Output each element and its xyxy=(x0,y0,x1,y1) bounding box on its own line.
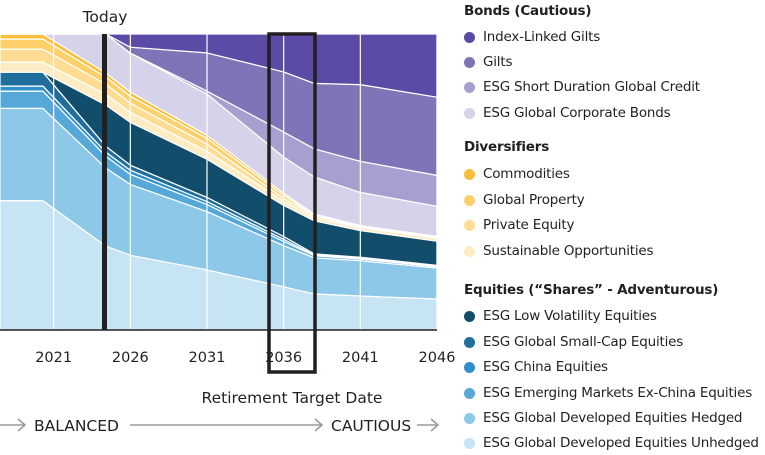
legend-item-esg-global-corporate-bonds: ESG Global Corporate Bonds xyxy=(464,103,671,123)
today-marker-line xyxy=(102,34,107,330)
legend-label: ESG Emerging Markets Ex-China Equities xyxy=(483,385,753,401)
legend-group-title: Bonds (Cautious) xyxy=(464,3,592,19)
legend-swatch-icon xyxy=(464,219,475,231)
legend-swatch-icon xyxy=(464,412,475,424)
legend-item-gilts: Gilts xyxy=(464,52,512,72)
legend-label: Global Property xyxy=(483,192,585,208)
legend-label: ESG Low Volatility Equities xyxy=(483,308,657,324)
legend-label: Commodities xyxy=(483,166,570,182)
legend-label: ESG Global Developed Equities Hedged xyxy=(483,410,743,426)
legend-swatch-icon xyxy=(464,31,475,43)
legend-label: Private Equity xyxy=(483,217,575,233)
legend-item-private-equity: Private Equity xyxy=(464,215,574,235)
legend-swatch-icon xyxy=(464,81,475,93)
legend-swatch-icon xyxy=(464,361,475,373)
legend-group-title: Equities (“Shares” - Adventurous) xyxy=(464,282,719,298)
legend-label: ESG China Equities xyxy=(483,359,608,375)
legend-swatch-icon xyxy=(464,168,475,180)
today-label: Today xyxy=(82,8,128,26)
x-tick-2021: 2021 xyxy=(35,350,72,366)
legend-item-commodities: Commodities xyxy=(464,164,570,184)
x-axis-title: Retirement Target Date xyxy=(202,389,383,407)
legend-swatch-icon xyxy=(464,56,475,68)
glide-path-arrow xyxy=(0,418,440,432)
legend-label: Index-Linked Gilts xyxy=(483,29,601,45)
legend-swatch-icon xyxy=(464,245,475,257)
highlight-target-date-box xyxy=(267,32,317,374)
legend-item-esg-emerging-markets-ex-china-equities: ESG Emerging Markets Ex-China Equities xyxy=(464,383,752,403)
area-series-group xyxy=(0,33,438,331)
legend-swatch-icon xyxy=(464,437,475,449)
x-tick-2026: 2026 xyxy=(112,350,149,366)
legend-item-esg-short-duration-global-credit: ESG Short Duration Global Credit xyxy=(464,77,700,97)
gridlines xyxy=(53,34,438,330)
legend-label: ESG Global Developed Equities Unhedged xyxy=(483,435,759,451)
legend-item-global-property: Global Property xyxy=(464,190,585,210)
x-tick-2036: 2036 xyxy=(265,350,302,366)
legend-swatch-icon xyxy=(464,310,475,322)
legend-item-index-linked-gilts: Index-Linked Gilts xyxy=(464,27,600,47)
x-tick-2041: 2041 xyxy=(342,350,379,366)
legend-item-esg-global-small-cap-equities: ESG Global Small-Cap Equities xyxy=(464,332,683,352)
legend-label: ESG Global Corporate Bonds xyxy=(483,105,671,121)
legend-item-esg-global-developed-equities-hedged: ESG Global Developed Equities Hedged xyxy=(464,408,743,428)
legend-label: Gilts xyxy=(483,54,513,70)
legend-item-esg-china-equities: ESG China Equities xyxy=(464,357,608,377)
legend-swatch-icon xyxy=(464,194,475,206)
stage-cautious-label: CAUTIOUS xyxy=(331,417,411,435)
x-tick-2031: 2031 xyxy=(189,350,226,366)
legend-group-title: Diversifiers xyxy=(464,139,550,155)
stage-balanced-label: BALANCED xyxy=(34,417,119,435)
legend-swatch-icon xyxy=(464,336,475,348)
legend-label: ESG Short Duration Global Credit xyxy=(483,79,700,95)
legend-swatch-icon xyxy=(464,107,475,119)
legend-label: ESG Global Small-Cap Equities xyxy=(483,334,684,350)
x-tick-2046: 2046 xyxy=(419,350,456,366)
legend-item-sustainable-opportunities: Sustainable Opportunities xyxy=(464,241,654,261)
legend-label: Sustainable Opportunities xyxy=(483,243,654,259)
stacked-area-chart: 2021 2026 2031 2036 2041 2046 Today Retiremen… xyxy=(0,8,455,435)
legend-item-esg-low-volatility-equities: ESG Low Volatility Equities xyxy=(464,306,657,326)
legend-swatch-icon xyxy=(464,387,475,399)
legend-item-esg-global-developed-equities-unhedged: ESG Global Developed Equities Unhedged xyxy=(464,433,759,453)
x-tick-labels: 2021 2026 2031 2036 2041 2046 xyxy=(35,350,455,366)
